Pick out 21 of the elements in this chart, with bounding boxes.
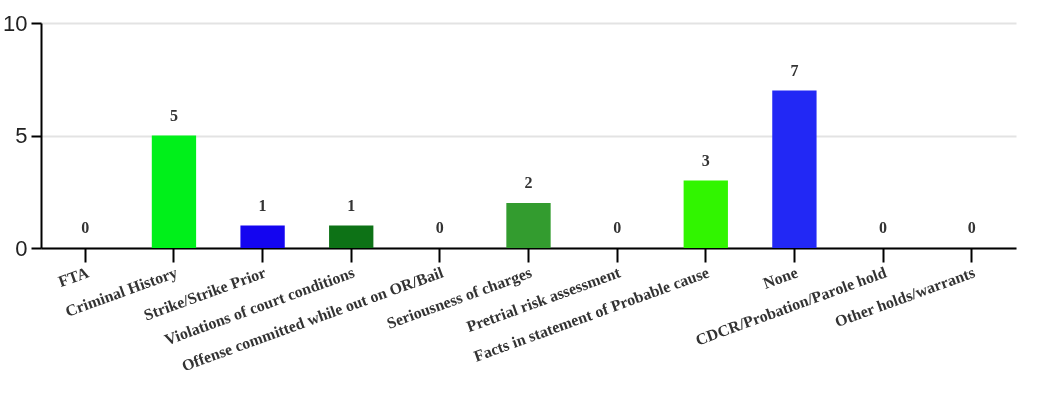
data-label: 5 — [169, 106, 178, 124]
data-label: 1 — [347, 196, 356, 214]
data-label: 3 — [701, 151, 710, 169]
data-label: 1 — [258, 196, 267, 214]
bar — [506, 203, 551, 248]
x-tick-label: FTA — [56, 263, 92, 291]
bar — [329, 225, 374, 248]
data-label: 0 — [967, 219, 976, 236]
data-label: 0 — [81, 219, 90, 236]
bar — [772, 90, 817, 248]
data-label: 0 — [435, 219, 444, 236]
data-label: 7 — [790, 61, 799, 79]
y-tick-label: 10 — [3, 10, 28, 36]
data-label: 2 — [524, 174, 533, 191]
y-tick-label: 0 — [15, 235, 28, 261]
data-label: 0 — [613, 219, 622, 236]
data-label: 0 — [879, 219, 888, 236]
bar — [683, 180, 728, 248]
y-tick-label: 5 — [15, 123, 28, 148]
bar — [240, 225, 285, 248]
bar — [151, 135, 197, 248]
